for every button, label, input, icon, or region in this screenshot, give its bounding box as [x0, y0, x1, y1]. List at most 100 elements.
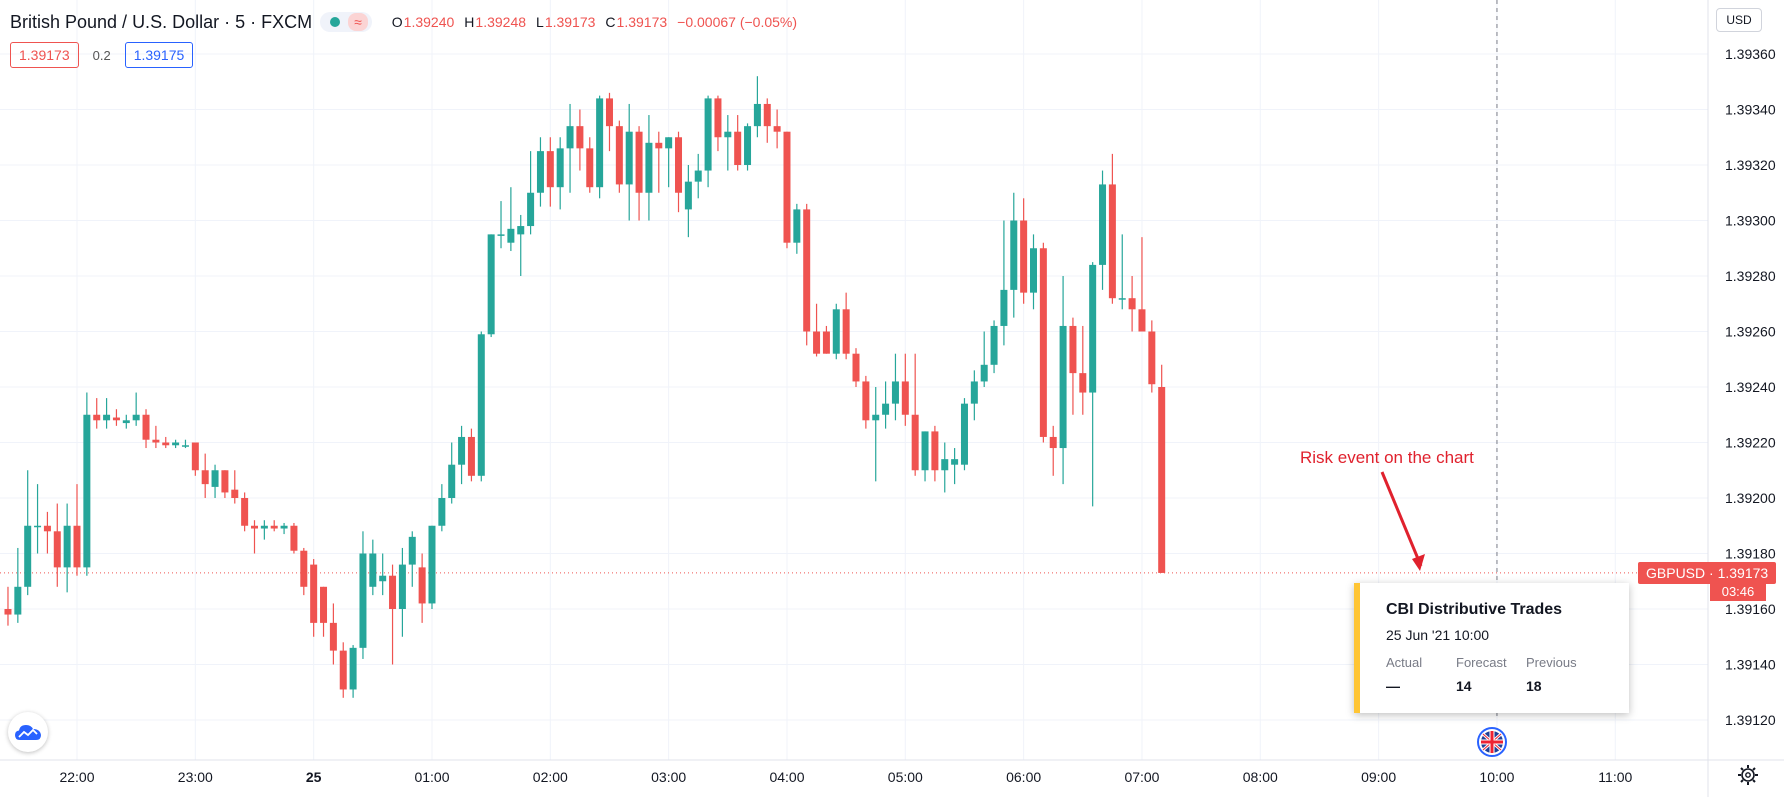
candle-up[interactable] — [1010, 192, 1018, 318]
candle-down[interactable] — [290, 522, 298, 554]
candle-up[interactable] — [566, 103, 574, 193]
candle-up[interactable] — [477, 331, 485, 482]
candle-down[interactable] — [1108, 153, 1116, 304]
candle-up[interactable] — [724, 115, 732, 171]
candle-up[interactable] — [1059, 276, 1067, 485]
candle-down[interactable] — [43, 511, 51, 554]
candle-down[interactable] — [1079, 325, 1087, 415]
candle-up[interactable] — [359, 531, 367, 659]
candle-up[interactable] — [536, 137, 544, 207]
candle-up[interactable] — [1000, 220, 1008, 346]
candle-down[interactable] — [467, 428, 475, 482]
candle-down[interactable] — [1148, 320, 1156, 393]
candle-down[interactable] — [4, 586, 12, 626]
candle-down[interactable] — [803, 203, 811, 346]
buy-button[interactable]: 1.39175 — [124, 42, 194, 68]
candle-down[interactable] — [852, 348, 860, 387]
candle-down[interactable] — [389, 564, 397, 665]
candle-up[interactable] — [970, 370, 978, 421]
candle-up[interactable] — [408, 531, 416, 587]
candle-up[interactable] — [172, 439, 180, 449]
price-axis[interactable]: 1.39120 1.39140 1.39160 1.39180 1.39200 1.392… — [1725, 46, 1776, 728]
candle-down[interactable] — [773, 109, 781, 149]
candle-down[interactable] — [546, 137, 554, 207]
candle-down[interactable] — [310, 559, 318, 637]
candle-up[interactable] — [211, 464, 219, 498]
candle-up[interactable] — [448, 442, 456, 504]
candle-up[interactable] — [1118, 234, 1126, 310]
candle-down[interactable] — [734, 115, 742, 171]
candle-down[interactable] — [339, 642, 347, 698]
candle-up[interactable] — [596, 95, 604, 199]
uk-flag-event-icon[interactable] — [1477, 727, 1507, 757]
candle-up[interactable] — [1099, 170, 1107, 290]
candle-up[interactable] — [872, 387, 880, 482]
candle-down[interactable] — [191, 442, 199, 476]
candle-down[interactable] — [329, 603, 337, 665]
candle-down[interactable] — [655, 131, 663, 193]
candle-up[interactable] — [379, 553, 387, 596]
candle-down[interactable] — [605, 92, 613, 152]
candle-up[interactable] — [103, 398, 111, 429]
candle-down[interactable] — [162, 436, 170, 449]
candle-up[interactable] — [951, 448, 959, 485]
candle-up[interactable] — [625, 103, 633, 221]
candle-down[interactable] — [635, 126, 643, 221]
candle-down[interactable] — [221, 470, 229, 498]
candle-up[interactable] — [941, 442, 949, 493]
candle-down[interactable] — [1049, 425, 1057, 476]
candle-down[interactable] — [270, 520, 278, 532]
candles[interactable] — [4, 76, 1166, 698]
candle-down[interactable] — [763, 98, 771, 143]
sell-button[interactable]: 1.39173 — [10, 42, 79, 68]
candle-up[interactable] — [24, 470, 32, 596]
candle-down[interactable] — [714, 95, 722, 152]
candle-up[interactable] — [280, 522, 288, 535]
settings-gear-icon[interactable] — [1736, 763, 1760, 787]
candle-down[interactable] — [250, 520, 258, 554]
candle-up[interactable] — [260, 520, 268, 540]
candle-down[interactable] — [1128, 276, 1136, 332]
candle-down[interactable] — [152, 425, 160, 449]
candle-down[interactable] — [842, 292, 850, 360]
candle-up[interactable] — [497, 201, 505, 249]
candle-down[interactable] — [813, 303, 821, 357]
candle-up[interactable] — [181, 439, 189, 449]
candle-up[interactable] — [507, 187, 515, 252]
candle-up[interactable] — [527, 151, 535, 235]
candle-up[interactable] — [132, 392, 140, 426]
candle-down[interactable] — [93, 398, 101, 429]
candle-down[interactable] — [901, 353, 909, 426]
time-axis[interactable]: 22:00 23:00 25 01:00 02:00 03:00 04:00 05:00 06:… — [59, 769, 1632, 785]
candle-up[interactable] — [990, 320, 998, 374]
candle-up[interactable] — [704, 95, 712, 188]
candle-up[interactable] — [438, 484, 446, 532]
symbol-title[interactable]: British Pound / U.S. Dollar · 5 · FXCM — [10, 11, 313, 32]
candle-down[interactable] — [1069, 317, 1077, 415]
candle-down[interactable] — [911, 353, 919, 476]
cloud-logo-button[interactable] — [8, 712, 48, 752]
candle-up[interactable] — [458, 425, 466, 485]
candle-up[interactable] — [980, 331, 988, 388]
candle-down[interactable] — [112, 409, 120, 426]
candle-up[interactable] — [645, 115, 653, 221]
candle-up[interactable] — [891, 353, 899, 421]
candle-up[interactable] — [83, 392, 91, 576]
candle-down[interactable] — [822, 325, 830, 354]
candle-down[interactable] — [1158, 364, 1166, 573]
candle-down[interactable] — [1138, 237, 1146, 332]
candle-down[interactable] — [418, 553, 426, 623]
candle-down[interactable] — [931, 425, 939, 482]
candle-down[interactable] — [1039, 242, 1047, 443]
candle-up[interactable] — [122, 414, 130, 429]
candle-up[interactable] — [556, 137, 564, 210]
candle-up[interactable] — [517, 214, 525, 276]
candle-up[interactable] — [753, 76, 761, 138]
candle-up[interactable] — [369, 539, 377, 596]
candle-down[interactable] — [576, 109, 584, 171]
candle-down[interactable] — [1020, 198, 1028, 304]
candle-up[interactable] — [744, 123, 752, 171]
candle-up[interactable] — [694, 153, 702, 199]
candle-down[interactable] — [783, 131, 791, 249]
